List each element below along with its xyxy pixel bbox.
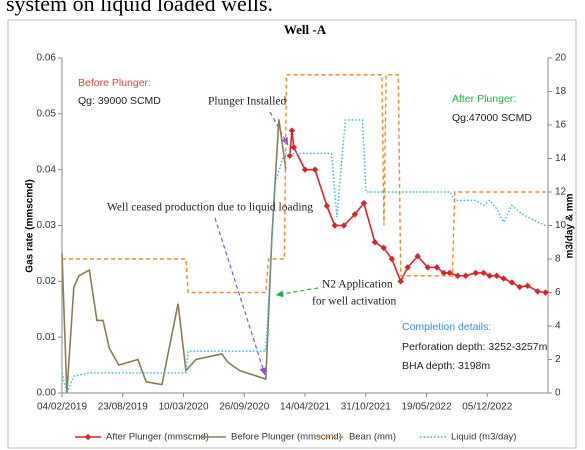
- series-marker: [433, 264, 441, 271]
- series-line: [61, 119, 546, 396]
- arrow: [275, 287, 319, 298]
- x-tick-label: 04/02/2019: [37, 402, 87, 413]
- arrow: [269, 111, 289, 146]
- series-marker: [360, 199, 368, 207]
- chart-frame: [7, 19, 577, 449]
- y-tick-label: 0.04: [37, 164, 57, 175]
- series-marker: [472, 269, 479, 277]
- series-marker: [323, 202, 331, 210]
- legend-label: Before Plunger (mmscmd): [231, 432, 342, 443]
- y-tick-label: 0.06: [37, 53, 57, 64]
- y2-tick-label: 10: [555, 220, 567, 231]
- series-marker: [414, 253, 421, 260]
- annotation: Plunger Installed: [208, 96, 286, 108]
- x-tick-label: 26/09/2020: [219, 402, 269, 413]
- series-marker: [486, 272, 493, 279]
- y2-axis-label: m3/day & mm: [565, 193, 576, 258]
- series-marker: [454, 272, 461, 279]
- legend-label: Liquid (m3/day): [451, 432, 516, 443]
- y2-tick-label: 8: [555, 254, 561, 265]
- y2-tick-label: 12: [555, 187, 567, 198]
- legend-label: After Plunger (mmscmd): [106, 432, 209, 443]
- annotation: Qg:47000 SCMD: [452, 112, 532, 124]
- legend-marker: [84, 433, 92, 441]
- series-marker: [301, 166, 309, 173]
- annotation: N2 Application: [322, 279, 393, 291]
- y2-tick-label: 6: [555, 287, 561, 298]
- series-marker: [440, 269, 448, 277]
- series-marker: [516, 283, 523, 291]
- series-marker: [424, 264, 431, 271]
- y-tick-label: 0.00: [37, 388, 57, 399]
- series-line: [62, 74, 546, 294]
- series-marker: [534, 288, 541, 295]
- x-tick-label: 14/04/2021: [280, 402, 330, 413]
- series-marker: [371, 239, 379, 246]
- y2-tick-label: 18: [555, 86, 567, 97]
- y2-tick-label: 4: [555, 321, 561, 332]
- x-tick-label: 23/08/2019: [98, 402, 148, 413]
- series-marker: [380, 244, 387, 252]
- series-marker: [286, 152, 294, 159]
- y-tick-label: 0.05: [37, 108, 57, 119]
- series-marker: [480, 269, 487, 277]
- annotation: Well ceased production due to liquid loa…: [107, 202, 313, 214]
- y2-tick-label: 20: [555, 53, 567, 64]
- series-marker: [404, 264, 411, 271]
- y-tick-label: 0.01: [37, 332, 57, 343]
- annotation: Qg: 39000 SCMD: [78, 95, 161, 107]
- caption-fragment: system on liquid loaded wells.: [6, 0, 273, 16]
- series-line: [289, 130, 546, 294]
- series-marker: [493, 272, 500, 279]
- series-marker: [508, 279, 516, 286]
- series-marker: [311, 166, 319, 173]
- series-marker: [351, 211, 359, 218]
- series-marker: [524, 282, 531, 289]
- series-marker: [542, 289, 549, 296]
- annotation: BHA depth: 3198m: [402, 360, 490, 372]
- x-tick-label: 10/03/2020: [158, 402, 208, 413]
- annotation: Perforation depth: 3252-3257m: [402, 341, 548, 353]
- series-marker: [500, 275, 507, 282]
- series-marker: [446, 269, 453, 277]
- annotation: Completion details:: [402, 321, 491, 333]
- y-axis-label: Gas rate (mmscmd): [25, 179, 36, 272]
- annotation: Before Plunger:: [78, 77, 151, 89]
- y2-tick-label: 2: [555, 354, 561, 365]
- series-marker: [397, 278, 404, 285]
- y2-tick-label: 14: [555, 153, 567, 164]
- legend-label: Bean (mm): [349, 432, 396, 443]
- y2-tick-label: 16: [555, 120, 567, 131]
- chart-title: Well -A: [284, 22, 327, 37]
- series-marker: [462, 272, 469, 279]
- y-tick-label: 0.02: [37, 276, 57, 287]
- series-marker: [340, 222, 348, 229]
- series-marker: [388, 255, 396, 263]
- x-tick-label: 31/10/2021: [341, 402, 391, 413]
- y-tick-label: 0.03: [37, 220, 57, 231]
- y2-tick-label: 0: [555, 388, 561, 399]
- x-tick-label: 19/05/2022: [401, 402, 451, 413]
- series-marker: [288, 127, 296, 134]
- series-line: [61, 119, 287, 394]
- annotation: After Plunger:: [452, 93, 516, 105]
- series-marker: [290, 144, 297, 151]
- series-marker: [331, 222, 338, 229]
- annotation: for well activation: [312, 296, 397, 308]
- x-tick-label: 05/12/2022: [462, 402, 512, 413]
